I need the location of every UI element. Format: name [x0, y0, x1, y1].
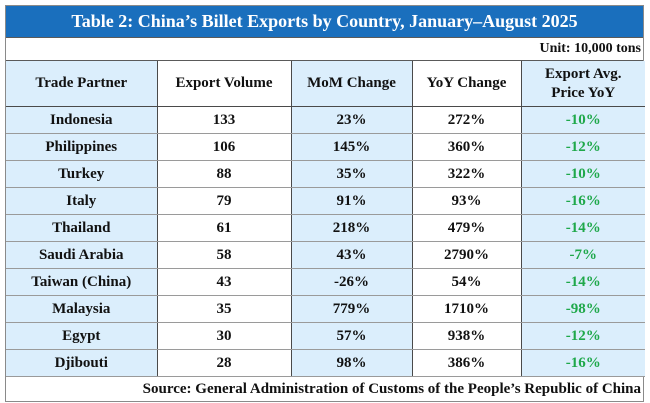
cell-export-avg-price-yoy: -10% — [520, 106, 645, 134]
header-mom-change: MoM Change — [290, 61, 412, 107]
cell-export-avg-price-yoy: -12% — [520, 322, 645, 350]
table-row: Italy 79 91% 93% -16% — [6, 187, 645, 215]
table-row: Philippines 106 145% 360% -12% — [6, 133, 645, 161]
billet-exports-table: Trade Partner Export Volume MoM Change Y… — [6, 61, 645, 377]
cell-export-avg-price-yoy: -12% — [520, 133, 645, 161]
cell-export-volume: 30 — [156, 322, 291, 350]
cell-export-volume: 28 — [156, 349, 291, 377]
cell-yoy-change: 386% — [411, 349, 521, 377]
header-export-volume: Export Volume — [156, 61, 291, 107]
cell-yoy-change: 54% — [411, 268, 521, 296]
cell-export-avg-price-yoy: -16% — [520, 349, 645, 377]
cell-trade-partner: Philippines — [6, 133, 157, 161]
table-row: Thailand 61 218% 479% -14% — [6, 214, 645, 242]
table-row: Saudi Arabia 58 43% 2790% -7% — [6, 241, 645, 269]
cell-export-avg-price-yoy: -14% — [520, 268, 645, 296]
cell-mom-change: 91% — [290, 187, 412, 215]
cell-mom-change: 23% — [290, 106, 412, 134]
cell-mom-change: 98% — [290, 349, 412, 377]
cell-export-avg-price-yoy: -10% — [520, 160, 645, 188]
cell-export-volume: 58 — [156, 241, 291, 269]
cell-trade-partner: Egypt — [6, 322, 157, 350]
cell-mom-change: -26% — [290, 268, 412, 296]
header-export-avg-price-yoy: Export Avg. Price YoY — [520, 61, 645, 107]
cell-export-volume: 79 — [156, 187, 291, 215]
source-note: Source: General Administration of Custom… — [142, 381, 641, 397]
header-line-1: Export Avg. — [545, 65, 622, 82]
cell-export-avg-price-yoy: -7% — [520, 241, 645, 269]
table-row: Egypt 30 57% 938% -12% — [6, 322, 645, 350]
cell-mom-change: 145% — [290, 133, 412, 161]
cell-export-volume: 106 — [156, 133, 291, 161]
cell-yoy-change: 479% — [411, 214, 521, 242]
header-line-2: Price YoY — [551, 84, 616, 101]
cell-mom-change: 57% — [290, 322, 412, 350]
table-row: Djibouti 28 98% 386% -16% — [6, 349, 645, 377]
cell-trade-partner: Turkey — [6, 160, 157, 188]
cell-trade-partner: Saudi Arabia — [6, 241, 157, 269]
table-row: Turkey 88 35% 322% -10% — [6, 160, 645, 188]
cell-trade-partner: Malaysia — [6, 295, 157, 323]
cell-mom-change: 35% — [290, 160, 412, 188]
cell-yoy-change: 938% — [411, 322, 521, 350]
cell-export-volume: 43 — [156, 268, 291, 296]
table-row: Indonesia 133 23% 272% -10% — [6, 106, 645, 134]
cell-trade-partner: Italy — [6, 187, 157, 215]
cell-export-volume: 133 — [156, 106, 291, 134]
cell-yoy-change: 272% — [411, 106, 521, 134]
cell-yoy-change: 93% — [411, 187, 521, 215]
unit-label: Unit: 10,000 tons — [6, 38, 643, 61]
table-title: Table 2: China’s Billet Exports by Count… — [6, 6, 643, 38]
cell-yoy-change: 2790% — [411, 241, 521, 269]
cell-export-avg-price-yoy: -16% — [520, 187, 645, 215]
header-yoy-change: YoY Change — [411, 61, 521, 107]
table-row: Taiwan (China) 43 -26% 54% -14% — [6, 268, 645, 296]
cell-export-avg-price-yoy: -14% — [520, 214, 645, 242]
cell-mom-change: 218% — [290, 214, 412, 242]
cell-export-volume: 35 — [156, 295, 291, 323]
cell-export-volume: 88 — [156, 160, 291, 188]
cell-yoy-change: 1710% — [411, 295, 521, 323]
header-trade-partner: Trade Partner — [6, 61, 157, 107]
cell-trade-partner: Taiwan (China) — [6, 268, 157, 296]
cell-yoy-change: 322% — [411, 160, 521, 188]
cell-export-volume: 61 — [156, 214, 291, 242]
cell-mom-change: 779% — [290, 295, 412, 323]
cell-trade-partner: Thailand — [6, 214, 157, 242]
table-row: Malaysia 35 779% 1710% -98% — [6, 295, 645, 323]
cell-trade-partner: Indonesia — [6, 106, 157, 134]
cell-trade-partner: Djibouti — [6, 349, 157, 377]
cell-yoy-change: 360% — [411, 133, 521, 161]
cell-mom-change: 43% — [290, 241, 412, 269]
header-row: Trade Partner Export Volume MoM Change Y… — [6, 61, 645, 107]
table-container: Table 2: China’s Billet Exports by Count… — [5, 5, 645, 402]
cell-export-avg-price-yoy: -98% — [520, 295, 645, 323]
